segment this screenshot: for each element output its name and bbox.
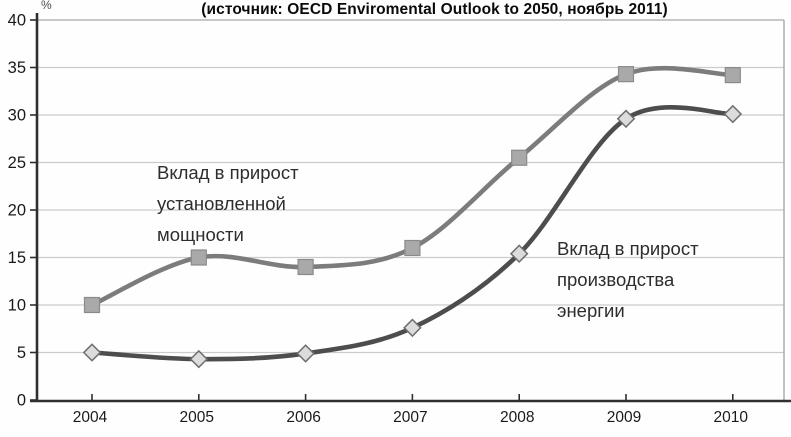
data-point-diamond: [616, 109, 636, 129]
series-label-capacity-line1: Вклад в прирост: [157, 162, 299, 183]
x-axis-tick-label: 2007: [393, 409, 427, 426]
data-point-square: [617, 66, 635, 83]
data-point-square: [724, 66, 741, 84]
x-axis-tick-label: 2004: [73, 409, 108, 426]
data-point-square: [190, 249, 207, 266]
series-label-capacity: Вклад в прирост установленной мощности: [157, 157, 299, 250]
data-point-diamond: [403, 318, 422, 338]
chart-title: (источник: OECD Enviromental Outlook to …: [201, 1, 668, 18]
data-point-diamond: [82, 343, 102, 362]
data-point-diamond: [509, 244, 529, 263]
y-axis-tick-label: 25: [8, 154, 26, 172]
x-axis-tick-label: 2009: [607, 409, 641, 426]
x-axis-tick-label: 2008: [500, 409, 534, 426]
series-label-production-line1: Вклад в прирост: [557, 238, 699, 259]
data-point-square: [404, 239, 421, 257]
y-axis-tick-label: 30: [8, 107, 26, 125]
series-label-production-line2: производства: [557, 269, 675, 290]
series-label-capacity-line3: мощности: [157, 224, 244, 245]
data-point-diamond: [723, 104, 743, 124]
series-label-production-line3: энергии: [557, 300, 625, 321]
y-axis-unit-label: %: [41, 0, 52, 12]
data-point-diamond: [189, 349, 209, 369]
series-label-capacity-line2: установленной: [157, 193, 286, 214]
y-axis-tick-label: 15: [8, 249, 26, 267]
y-axis-tick-label: 10: [8, 297, 26, 315]
x-axis-tick-label: 2010: [714, 409, 749, 426]
y-axis-tick-label: 0: [17, 392, 26, 410]
series-label-production: Вклад в прирост производства энергии: [557, 233, 699, 326]
x-axis-tick-label: 2005: [180, 409, 214, 426]
y-axis-tick-label: 20: [8, 202, 26, 220]
y-axis-tick-label: 35: [8, 59, 26, 77]
data-point-diamond: [296, 344, 315, 363]
y-axis-tick-label: 40: [8, 12, 26, 30]
y-axis-tick-label: 5: [17, 344, 26, 362]
data-point-square: [297, 258, 314, 276]
data-point-square: [511, 149, 528, 166]
data-point-square: [83, 296, 101, 314]
x-axis-tick-label: 2006: [286, 409, 320, 426]
